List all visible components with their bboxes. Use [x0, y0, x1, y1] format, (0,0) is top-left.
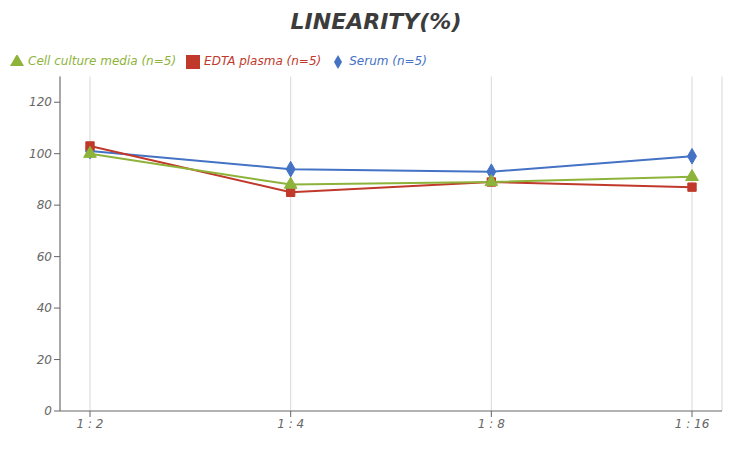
svg-text:20: 20: [37, 353, 53, 367]
html-text:Serum (n=5): Serum (n=5): [349, 54, 427, 68]
html-text:LINEARITY(%): LINEARITY(%): [290, 9, 462, 34]
svg-text:100: 100: [29, 147, 52, 161]
svg-text:1 : 4: 1 : 4: [277, 417, 304, 431]
svg-text:1 : 2: 1 : 2: [77, 417, 104, 431]
svg-text:120: 120: [29, 95, 52, 109]
svg-text:80: 80: [37, 198, 53, 212]
svg-text:40: 40: [37, 301, 53, 315]
svg-text:60: 60: [37, 250, 53, 264]
svg-text:1 : 8: 1 : 8: [478, 417, 505, 431]
html-text:EDTA plasma (n=5): EDTA plasma (n=5): [204, 54, 322, 68]
svg-text:1 : 16: 1 : 16: [675, 417, 710, 431]
svg-text:0: 0: [44, 404, 52, 418]
html-text:Cell culture media (n=5): Cell culture media (n=5): [28, 54, 177, 68]
